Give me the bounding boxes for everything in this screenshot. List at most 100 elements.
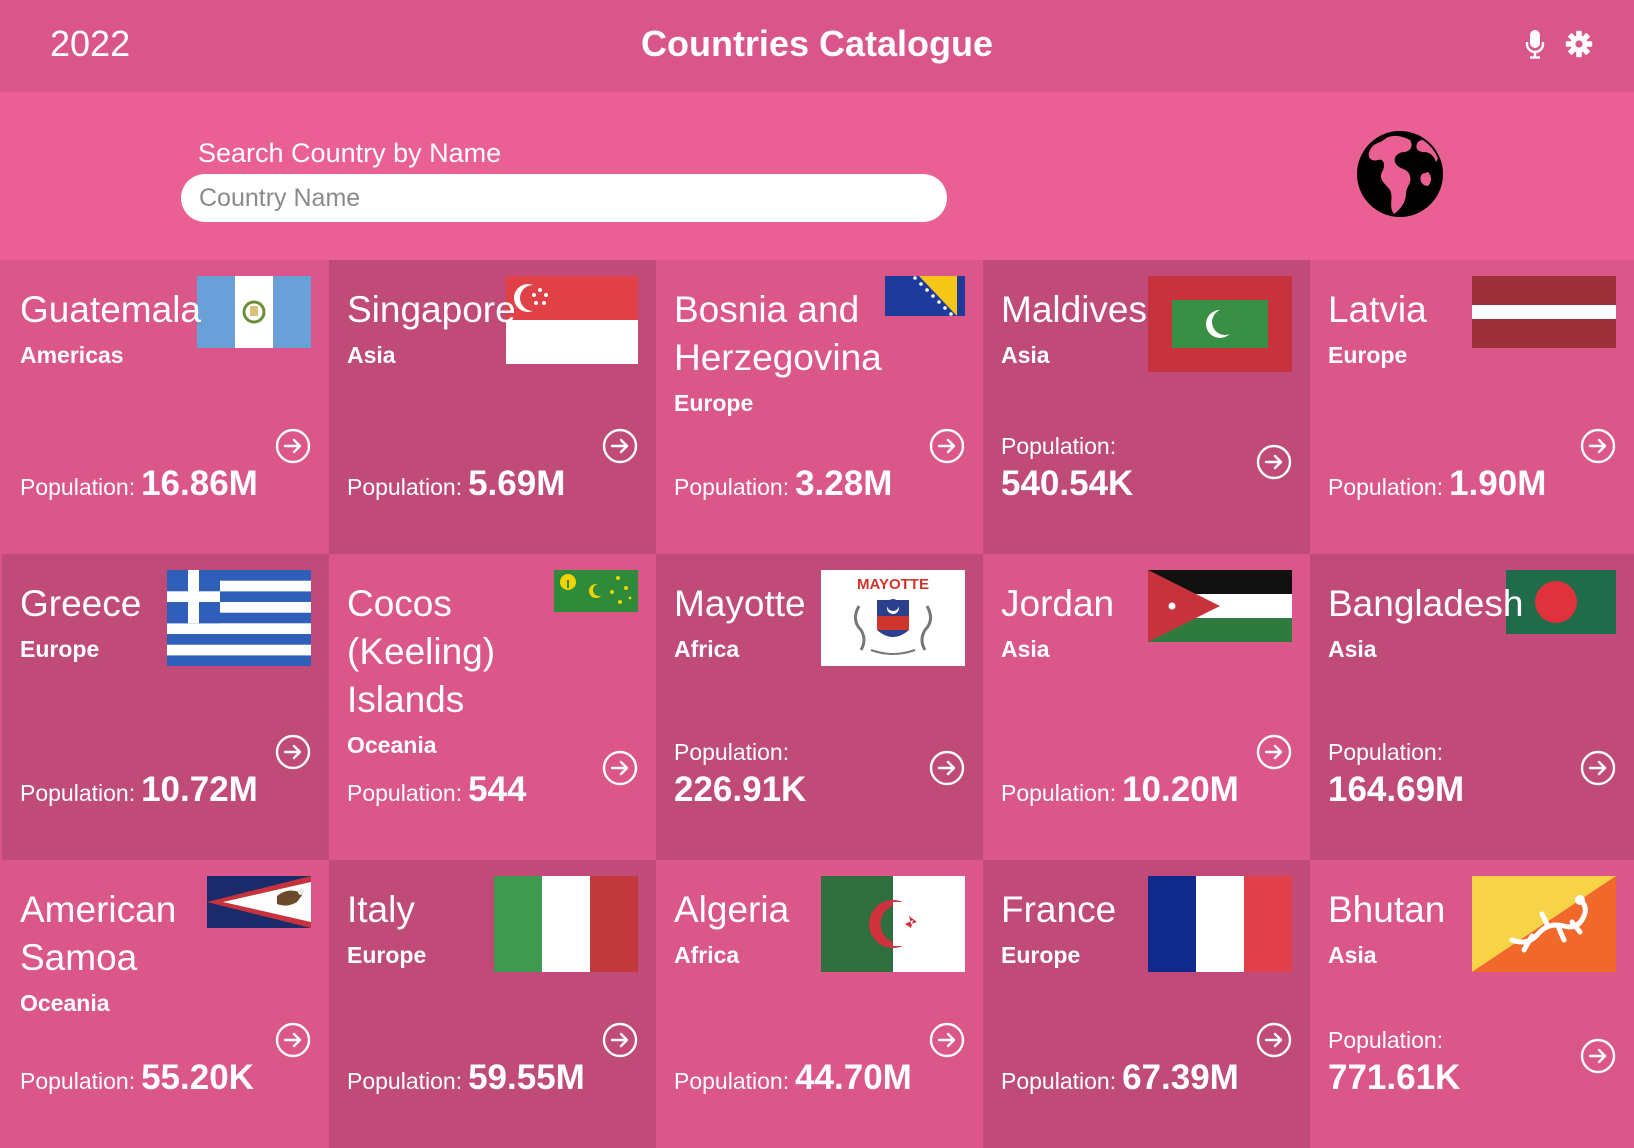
flag-france-icon	[1148, 876, 1292, 972]
flag-mayotte-icon: MAYOTTE	[821, 570, 965, 666]
country-region: Europe	[20, 636, 100, 662]
flag-cocos-icon	[554, 570, 638, 612]
arrow-right-circle-icon[interactable]	[1256, 734, 1292, 770]
country-region: Asia	[1001, 342, 1050, 368]
country-region: Europe	[1001, 942, 1081, 968]
country-region: Oceania	[347, 732, 437, 758]
population-label: Population:	[347, 1068, 463, 1094]
arrow-right-circle-icon[interactable]	[275, 734, 311, 770]
header-actions	[1520, 28, 1594, 60]
arrow-right-circle-icon[interactable]	[1256, 1022, 1292, 1058]
arrow-right-circle-icon[interactable]	[602, 1022, 638, 1058]
country-name: Greece	[20, 583, 142, 624]
country-card-american-samoa[interactable]: American Samoa Oceania Population: 55.20K	[2, 860, 329, 1148]
population-value: 771.61K	[1328, 1058, 1461, 1097]
country-region: Oceania	[20, 990, 110, 1016]
arrow-right-circle-icon[interactable]	[275, 1022, 311, 1058]
flag-greece-icon	[167, 570, 311, 666]
country-name: Jordan	[1001, 583, 1115, 624]
population-label: Population:	[1001, 780, 1117, 806]
country-name: Algeria	[674, 889, 790, 930]
search-input[interactable]	[181, 174, 947, 222]
search-section: Search Country by Name	[0, 92, 1634, 260]
flag-bangladesh-icon	[1506, 570, 1616, 634]
country-card-france[interactable]: France Europe Population: 67.39M	[983, 860, 1310, 1148]
globe-icon	[1356, 130, 1444, 218]
country-name: Cocos (Keeling) Islands	[347, 583, 496, 720]
country-name: Singapore	[347, 289, 516, 330]
population-value: 67.39M	[1122, 1058, 1239, 1097]
country-region: Europe	[1328, 342, 1408, 368]
microphone-icon[interactable]	[1520, 28, 1550, 60]
year-label: 2022	[50, 23, 131, 64]
flag-bhutan-icon	[1472, 876, 1616, 972]
country-name: Bangladesh	[1328, 583, 1524, 624]
countries-grid: Guatemala Americas Population: 16.86M Sing…	[2, 260, 1634, 1148]
flag-latvia-icon	[1472, 276, 1616, 348]
country-region: Europe	[674, 390, 754, 416]
arrow-right-circle-icon[interactable]	[1256, 444, 1292, 480]
flag-jordan-icon	[1148, 570, 1292, 642]
population-value: 3.28M	[795, 464, 893, 503]
population-value: 544	[468, 770, 527, 809]
population-label: Population:	[674, 739, 790, 765]
population-value: 164.69M	[1328, 770, 1465, 809]
arrow-right-circle-icon[interactable]	[602, 750, 638, 786]
arrow-right-circle-icon[interactable]	[929, 750, 965, 786]
country-card-maldives[interactable]: Maldives Asia Population: 540.54K	[983, 260, 1310, 554]
country-card-cocos[interactable]: Cocos (Keeling) Islands Oceania Populatio…	[329, 554, 656, 860]
country-card-singapore[interactable]: Singapore Asia Population: 5.69M	[329, 260, 656, 554]
population-value: 10.20M	[1122, 770, 1239, 809]
population-value: 540.54K	[1001, 464, 1134, 503]
country-card-bosnia[interactable]: Bosnia and Herzegovina Europe Population:…	[656, 260, 983, 554]
arrow-right-circle-icon[interactable]	[929, 1022, 965, 1058]
arrow-right-circle-icon[interactable]	[1580, 428, 1616, 464]
country-card-bangladesh[interactable]: Bangladesh Asia Population: 164.69M	[1310, 554, 1634, 860]
gear-icon[interactable]	[1564, 28, 1594, 60]
population-label: Population:	[20, 1068, 136, 1094]
population-label: Population:	[1001, 433, 1117, 459]
country-card-algeria[interactable]: Algeria Africa Population: 44.70M	[656, 860, 983, 1148]
country-region: Europe	[347, 942, 427, 968]
population-label: Population:	[674, 474, 790, 500]
country-name: Mayotte	[674, 583, 806, 624]
population-label: Population:	[1328, 474, 1444, 500]
population-value: 55.20K	[141, 1058, 254, 1097]
country-card-guatemala[interactable]: Guatemala Americas Population: 16.86M	[2, 260, 329, 554]
country-name: Bhutan	[1328, 889, 1446, 930]
country-card-latvia[interactable]: Latvia Europe Population: 1.90M	[1310, 260, 1634, 554]
country-card-italy[interactable]: Italy Europe Population: 59.55M	[329, 860, 656, 1148]
population-label: Population:	[1328, 1027, 1444, 1053]
country-name: France	[1001, 889, 1117, 930]
country-region: Africa	[674, 636, 740, 662]
flag-bosnia-icon	[885, 276, 965, 316]
country-region: Asia	[347, 342, 396, 368]
country-card-jordan[interactable]: Jordan Asia Population: 10.20M	[983, 554, 1310, 860]
arrow-right-circle-icon[interactable]	[1580, 750, 1616, 786]
flag-singapore-icon	[506, 276, 638, 364]
arrow-right-circle-icon[interactable]	[929, 428, 965, 464]
population-value: 44.70M	[795, 1058, 912, 1097]
population-label: Population:	[1328, 739, 1444, 765]
flag-american-samoa-icon	[207, 876, 311, 928]
country-region: Africa	[674, 942, 740, 968]
population-label: Population:	[347, 474, 463, 500]
arrow-right-circle-icon[interactable]	[602, 428, 638, 464]
flag-algeria-icon	[821, 876, 965, 972]
country-region: Asia	[1328, 942, 1377, 968]
page-title: Countries Catalogue	[640, 23, 994, 64]
population-label: Population:	[20, 780, 136, 806]
country-name: Guatemala	[20, 289, 201, 330]
country-name: American Samoa	[20, 889, 177, 978]
country-name: Latvia	[1328, 289, 1427, 330]
flag-italy-icon	[494, 876, 638, 972]
population-label: Population:	[20, 474, 136, 500]
arrow-right-circle-icon[interactable]	[275, 428, 311, 464]
country-card-mayotte[interactable]: Mayotte Africa MAYOTTE Population: 226.91K	[656, 554, 983, 860]
country-card-greece[interactable]: Greece Europe Population: 10.72M	[2, 554, 329, 860]
country-card-bhutan[interactable]: Bhutan Asia Population: 771.61K	[1310, 860, 1634, 1148]
arrow-right-circle-icon[interactable]	[1580, 1038, 1616, 1074]
population-value: 226.91K	[674, 770, 807, 809]
population-label: Population:	[1001, 1068, 1117, 1094]
country-name: Bosnia and Herzegovina	[674, 289, 882, 378]
